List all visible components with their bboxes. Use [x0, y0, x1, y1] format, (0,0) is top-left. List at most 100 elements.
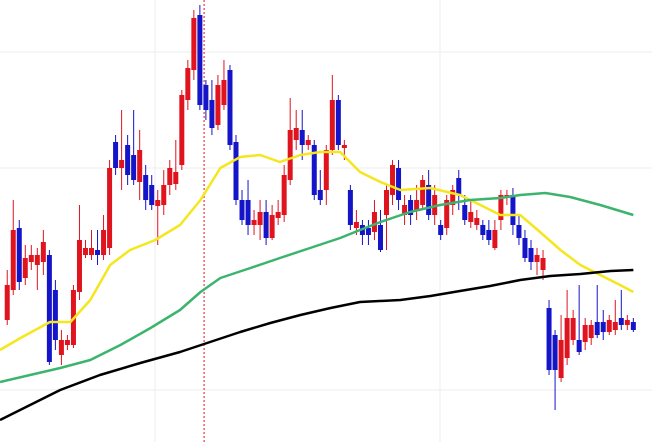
candle-body [149, 185, 155, 205]
candle-body [311, 145, 317, 195]
candle-body [76, 240, 82, 292]
candle-body [582, 325, 588, 342]
candle-body [462, 205, 468, 220]
candle-body [269, 215, 275, 238]
candle-body [28, 255, 34, 262]
candle-body [317, 190, 323, 200]
candle-body [522, 238, 528, 258]
candle-body [594, 322, 600, 335]
candle-body [450, 190, 456, 205]
candle-body [275, 212, 281, 218]
candle-body [40, 242, 46, 262]
candle-body [335, 100, 341, 145]
candle-body [624, 320, 630, 325]
candle-body [251, 220, 257, 225]
candle-body [612, 322, 618, 330]
candle-body [137, 150, 143, 182]
candle-body [101, 230, 107, 255]
candle-body [528, 248, 534, 262]
candle-body [143, 175, 149, 200]
candle-body [221, 80, 227, 105]
candle-body [606, 320, 612, 332]
candle-body [10, 230, 16, 290]
candle-body [82, 248, 88, 255]
candle-body [299, 130, 305, 145]
candle-body [161, 185, 167, 205]
candle-body [287, 130, 293, 180]
candle-body [107, 168, 113, 248]
candle-body [34, 255, 40, 265]
candle-body [546, 308, 552, 370]
candle-body [456, 178, 462, 195]
moving-average-line [0, 191, 634, 384]
candle-body [588, 325, 594, 338]
candle-body [167, 168, 173, 185]
candle-body [486, 230, 492, 240]
candle-body [197, 15, 203, 105]
candle-body [215, 85, 221, 125]
candle-body [630, 322, 636, 330]
candle-body [444, 200, 450, 228]
candle-body [323, 150, 329, 190]
candle-body [46, 255, 52, 362]
candle-body [341, 145, 347, 148]
candle-body [414, 200, 420, 210]
candle-body [600, 322, 606, 332]
candle-body [257, 212, 263, 225]
candle-body [209, 100, 215, 128]
candle-body [371, 212, 377, 232]
candle-body [89, 248, 95, 255]
candle-body [498, 195, 504, 220]
candle-body [125, 145, 131, 175]
candle-body [516, 225, 522, 238]
candle-body [390, 165, 396, 195]
candle-body [540, 258, 546, 270]
candle-body [377, 225, 383, 250]
candle-body [16, 228, 22, 282]
candle-body [245, 200, 251, 225]
candle-body [227, 70, 233, 145]
candle-body [510, 195, 516, 225]
candle-body [564, 318, 570, 358]
candle-body [293, 128, 299, 140]
candle-body [558, 340, 564, 378]
moving-average-line [0, 268, 634, 422]
candle-body [353, 222, 359, 228]
candle-body [185, 68, 191, 100]
candle-body [438, 225, 444, 235]
candle-body [263, 212, 269, 238]
candle-body [474, 218, 480, 225]
candle-body [396, 168, 402, 200]
candle-body [347, 190, 353, 225]
candle-body [426, 185, 432, 215]
candle-body [119, 160, 125, 168]
candle-body [480, 225, 486, 235]
candle-body [22, 258, 28, 278]
candle-body [305, 140, 311, 145]
candle-body [365, 228, 371, 235]
candle-body [95, 250, 101, 255]
candle-body [408, 200, 414, 215]
candle-body [534, 255, 540, 262]
candle-body [402, 205, 408, 215]
candle-body [155, 200, 161, 206]
candle-body [492, 230, 498, 248]
candle-body [618, 318, 624, 325]
candle-body [58, 340, 64, 355]
candle-body [233, 142, 239, 200]
candle-body [552, 335, 558, 370]
candle-body [281, 175, 287, 215]
candle-body [113, 142, 119, 168]
candle-body [420, 180, 426, 205]
candle-body [173, 172, 179, 184]
candle-body [191, 18, 197, 70]
candle-body [203, 85, 209, 110]
candle-body [179, 95, 185, 165]
candle-body [384, 190, 390, 215]
candle-body [4, 285, 10, 320]
candle-body [570, 318, 576, 340]
candle-body [52, 290, 58, 340]
candle-body [64, 340, 70, 345]
